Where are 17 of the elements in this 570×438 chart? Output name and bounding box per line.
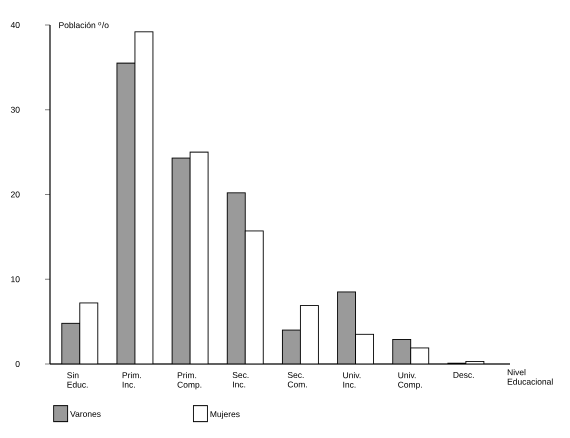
x-tick-label: Sec. Com. — [288, 372, 307, 388]
y-tick-label: 40 — [10, 22, 20, 28]
x-tick-label: Prim. Inc. — [122, 372, 141, 388]
x-axis-title: Nivel Educacional — [508, 369, 553, 385]
x-tick-label: Sec. Inc. — [232, 372, 248, 388]
x-tick-label: Univ. Inc. — [343, 372, 360, 388]
x-tick-label: Desc. — [454, 372, 474, 378]
y-tick-label: 10 — [11, 276, 20, 282]
legend-label: Varones — [70, 411, 101, 417]
x-tick-label: Univ. Comp. — [398, 372, 422, 390]
y-tick-label: 30 — [10, 106, 20, 113]
y-tick-label: 0 — [16, 361, 20, 367]
x-tick-label: Sin Educ. — [67, 372, 88, 388]
legend-label: Mujeres — [210, 410, 240, 419]
y-axis-title: Población $^{o}$/o — [59, 22, 109, 28]
x-tick-label: Prim. Comp. — [178, 372, 202, 390]
y-tick-label: 20 — [10, 192, 20, 198]
